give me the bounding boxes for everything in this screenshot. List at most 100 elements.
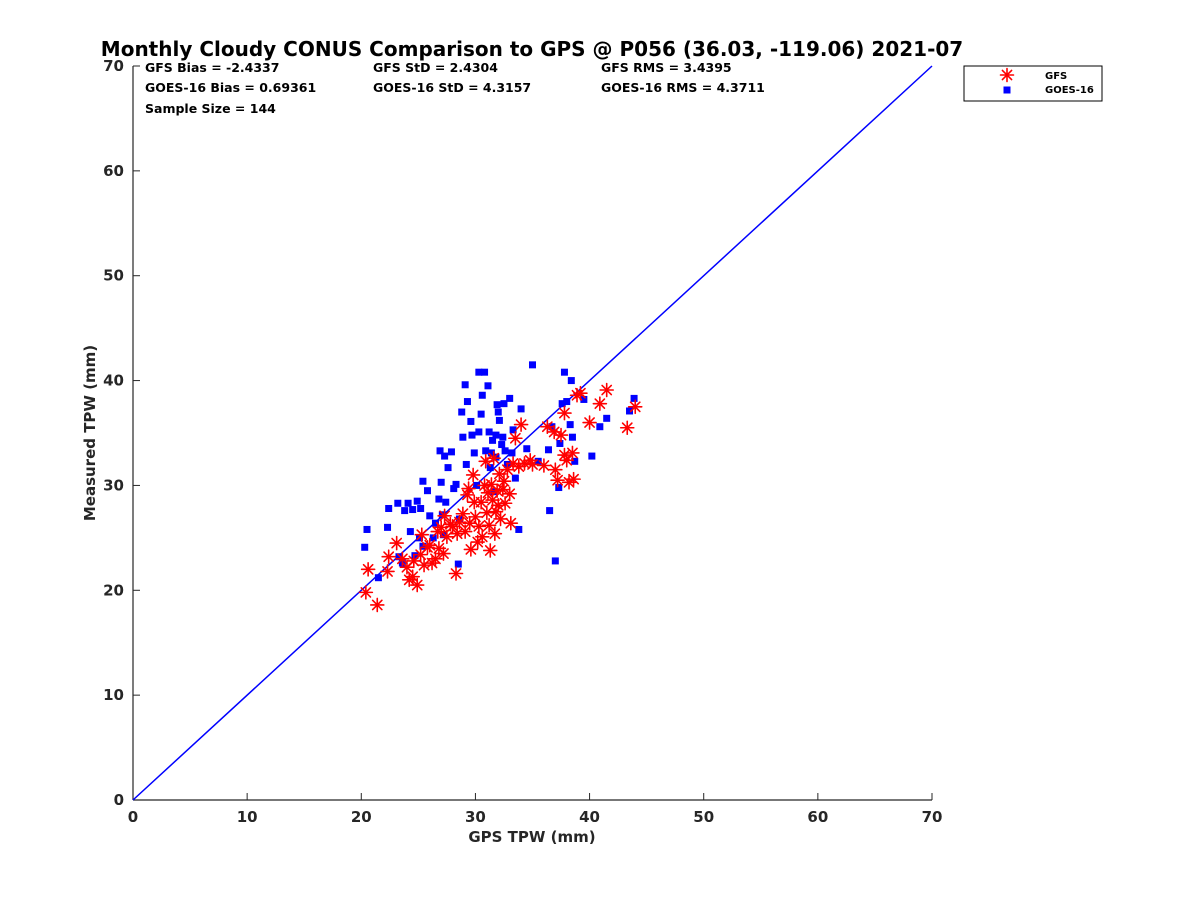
x-tick-label: 40 [579,808,600,826]
gfs-point [619,420,635,436]
gfs-point [566,471,581,487]
goes16-point [452,480,460,488]
gfs-series [358,382,643,613]
goes16-point [475,368,483,376]
goes16-point [395,553,403,561]
gfs-point [627,399,643,415]
gfs-point [479,505,495,520]
gfs-point [437,508,452,524]
legend[interactable]: GFS GOES-16 [963,65,1103,102]
goes16-point [419,542,427,550]
y-tick-label: 30 [103,476,124,494]
goes16-point [490,488,498,496]
gfs-point [358,585,374,600]
goes16-point [431,519,439,527]
goes16-point [438,511,446,519]
y-tick-label: 0 [114,791,124,809]
goes16-point [500,400,508,408]
x-tick-label: 0 [128,808,138,826]
gfs-point [369,597,385,613]
goes16-point [413,497,421,505]
gfs-point [389,535,404,551]
goes16-point [409,506,417,514]
goes16-point [495,416,503,424]
gfs-point [496,473,512,489]
goes16-point [494,408,502,416]
goes16-point [492,431,500,439]
goes16-point [475,428,483,436]
gfs-point [540,419,555,435]
sample-size-stat: Sample Size = 144 [145,101,276,116]
goes16-point [473,481,481,489]
goes16-point [515,525,523,533]
goes16-point [417,504,425,512]
goes16-point [478,391,486,399]
y-tick-label: 60 [103,162,124,180]
gfs-point [536,458,552,473]
goes16-point [517,405,525,413]
goes16-point [411,552,419,560]
goes16-point [498,441,506,449]
goes16-point [406,528,414,536]
y-tick-label: 50 [103,267,124,285]
gfs-point [409,577,425,593]
legend-goes16-label: GOES-16 [1045,85,1094,96]
goes16-point [544,446,552,454]
goes16-point [470,449,478,457]
gfs-point [502,486,517,502]
goes16-point [436,447,444,455]
y-axis-label: Measured TPW (mm) [81,345,99,521]
gfs-point [414,527,430,543]
goes16-point [486,464,494,472]
gfs-point [465,467,481,483]
goes16-point [566,421,574,429]
goes16-point [580,395,588,403]
y-tick-label: 70 [103,57,124,75]
goes16-point [461,381,469,389]
x-tick-label: 70 [922,808,943,826]
gfs-point [487,526,503,541]
gfs-point [565,445,580,461]
goes16-point [501,447,509,455]
goes16-point [385,504,393,512]
gfs-point [448,566,464,581]
goes16-point [361,543,369,551]
gfs-point [503,515,519,531]
one-to-one-reference-line [132,65,933,801]
goes16-point [463,398,471,406]
gfs-point [557,405,572,421]
gfs-point [422,537,438,553]
gfs-point [471,519,487,534]
y-tick-label: 10 [103,686,124,704]
goes16-point [426,512,434,520]
goes16-point [401,507,409,515]
x-tick-label: 10 [237,808,258,826]
goes16-point [484,382,492,390]
goes16-point [626,407,634,415]
goes16-point [404,499,412,507]
goes16-point [560,368,568,376]
x-tick-label: 60 [807,808,828,826]
goes16-point [459,433,467,441]
goes-std-stat: GOES-16 StD = 4.3157 [373,80,531,95]
y-tick-label: 40 [103,372,124,390]
goes16-point [567,377,575,385]
gfs-point [380,564,395,579]
goes16-point [429,534,437,542]
goes16-point [523,445,531,453]
goes16-point [509,426,517,434]
goes16-point [481,368,489,376]
goes16-point [462,460,470,468]
x-ticks: 0 10 20 30 40 50 60 70 [128,793,943,826]
gfs-point [599,382,614,398]
gfs-point [486,450,501,466]
gfs-bias-stat: GFS Bias = -2.4337 [145,60,279,75]
gfs-point [455,506,471,522]
goes16-point [603,414,611,422]
gfs-rms-stat: GFS RMS = 3.4395 [601,60,732,75]
gfs-point [573,385,588,401]
goes16-point [384,523,392,531]
goes16-point [419,477,427,485]
goes16-point [374,574,382,582]
